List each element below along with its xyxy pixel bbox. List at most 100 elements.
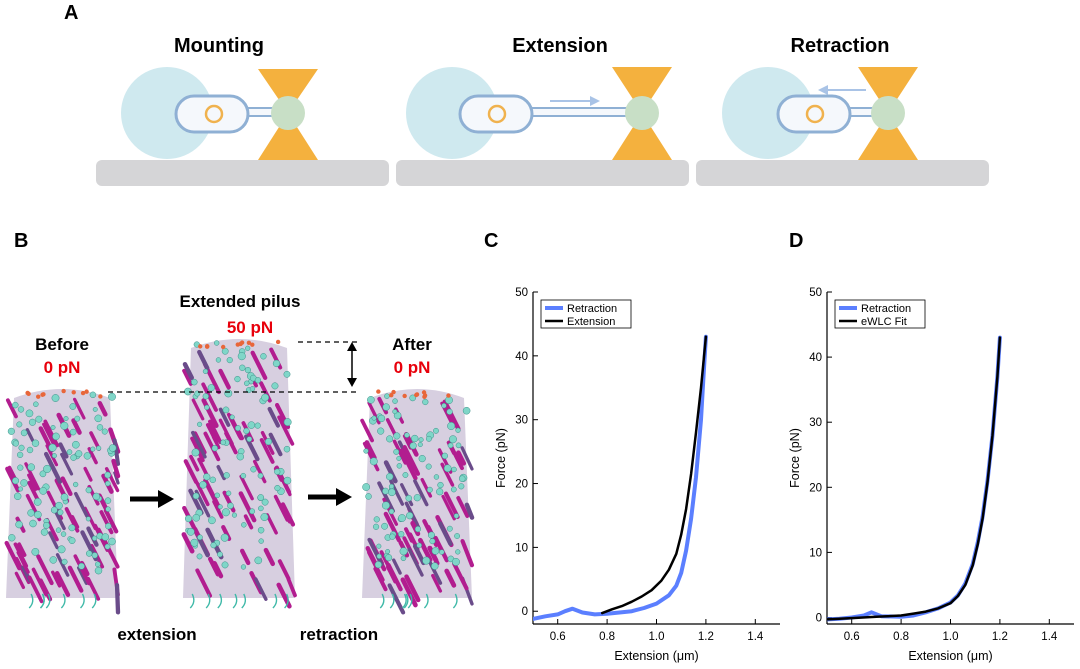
subunit-sphere: [257, 526, 265, 534]
subunit-sphere: [85, 550, 93, 557]
helix-stroke: [73, 491, 89, 518]
subunit-sphere: [57, 509, 64, 516]
subunit-sphere: [382, 487, 389, 495]
subunit-sphere: [68, 524, 76, 532]
subunit-sphere: [91, 552, 98, 559]
subunit-sphere: [39, 487, 47, 495]
subunit-sphere: [398, 514, 406, 522]
series-line-retraction: [533, 334, 708, 621]
helix-stroke: [383, 511, 402, 543]
subunit-sphere: [443, 464, 452, 473]
helix-stroke: [54, 570, 71, 598]
helix-stroke: [243, 514, 254, 530]
subunit-sphere: [231, 512, 238, 518]
tail-strand: [232, 593, 238, 609]
subunit-sphere: [43, 521, 50, 529]
subunit-sphere: [105, 523, 112, 530]
stage-extension: Extension: [396, 35, 689, 186]
subunit-sphere: [398, 531, 405, 538]
subunit-sphere: [104, 497, 112, 504]
helix-stroke: [86, 576, 101, 601]
tip-residue: [376, 389, 381, 394]
legend-label: eWLC Fit: [861, 316, 907, 328]
helix-stroke: [70, 515, 80, 529]
subunit-sphere: [191, 448, 200, 457]
subunit-sphere: [17, 406, 25, 413]
tip-residue: [84, 389, 89, 394]
subunit-sphere: [39, 470, 47, 478]
legend-box: [540, 299, 632, 329]
helix-stroke: [267, 406, 281, 428]
stage-title-mounting: Mounting: [174, 35, 264, 57]
subunit-sphere: [372, 523, 380, 530]
subunit-sphere: [43, 464, 52, 473]
x-tick-label: 0.6: [844, 631, 860, 643]
surface-diagram: [696, 160, 989, 186]
after-label: After: [392, 335, 432, 354]
subunit-sphere: [433, 474, 440, 480]
helix-stroke: [197, 349, 210, 371]
subunit-sphere: [376, 543, 382, 549]
panel-d: D 0 10 20 30 40 50 0.6 0.8 1.0 1.2 1.4 Extension (μ…: [788, 230, 1074, 663]
subunit-sphere: [431, 547, 440, 555]
subunit-sphere: [409, 394, 416, 402]
subunit-sphere: [51, 453, 57, 459]
subunit-sphere: [462, 406, 471, 415]
subunit-sphere: [94, 414, 103, 423]
panel-c-letter: C: [484, 230, 498, 252]
subunit-sphere: [422, 556, 431, 565]
subunit-sphere: [66, 449, 73, 455]
subunit-sphere: [244, 380, 250, 387]
subunit-sphere: [33, 498, 42, 506]
subunit-sphere: [15, 520, 23, 529]
pilus-structure-after: [360, 389, 475, 615]
y-tick-label: 50: [515, 287, 528, 299]
subunit-sphere: [217, 504, 223, 510]
subunit-sphere: [191, 378, 198, 386]
tail-strand: [403, 593, 409, 609]
subunit-sphere: [258, 505, 264, 512]
double-arrow-icon-down: [347, 378, 357, 387]
helix-stroke: [420, 477, 433, 498]
subunit-sphere: [221, 347, 229, 355]
subunit-sphere: [215, 357, 222, 363]
helix-stroke: [433, 535, 449, 563]
subunit-sphere: [25, 409, 34, 418]
subunit-sphere: [425, 463, 432, 470]
helix-stroke: [182, 361, 194, 381]
subunit-sphere: [439, 549, 445, 555]
subunit-sphere: [40, 528, 49, 536]
subunit-sphere: [371, 415, 377, 421]
subunit-sphere: [244, 367, 252, 374]
subunit-sphere: [213, 340, 220, 346]
x-tick-label: 0.6: [550, 631, 566, 643]
subunit-sphere: [451, 557, 460, 566]
subunit-sphere: [221, 561, 229, 569]
subunit-sphere: [236, 452, 245, 461]
subunit-sphere: [222, 406, 230, 414]
y-tick-label: 10: [809, 547, 822, 559]
tip-residue: [98, 394, 103, 399]
subunit-sphere: [199, 481, 207, 489]
subunit-sphere: [50, 424, 56, 430]
y-tick-label: 30: [809, 417, 822, 429]
helix-stroke: [362, 441, 380, 472]
tip-residue: [250, 342, 255, 347]
subunit-sphere: [101, 533, 110, 541]
tip-residue: [220, 344, 226, 350]
panel-d-letter: D: [789, 230, 803, 252]
helix-stroke: [189, 454, 200, 472]
y-tick-label: 50: [809, 287, 822, 299]
subunit-sphere: [85, 486, 92, 494]
helix-stroke: [191, 398, 205, 421]
tip-residue: [391, 389, 396, 395]
helix-stroke: [367, 401, 381, 425]
subunit-sphere: [89, 391, 97, 399]
pilus-structure-before: [4, 388, 121, 615]
tail-strand: [272, 593, 278, 609]
subunit-sphere: [414, 525, 422, 533]
tail-strand: [45, 593, 51, 609]
subunit-sphere: [68, 537, 76, 544]
series-line-ewlc-fit: [827, 336, 1002, 621]
subunit-sphere: [393, 432, 401, 440]
